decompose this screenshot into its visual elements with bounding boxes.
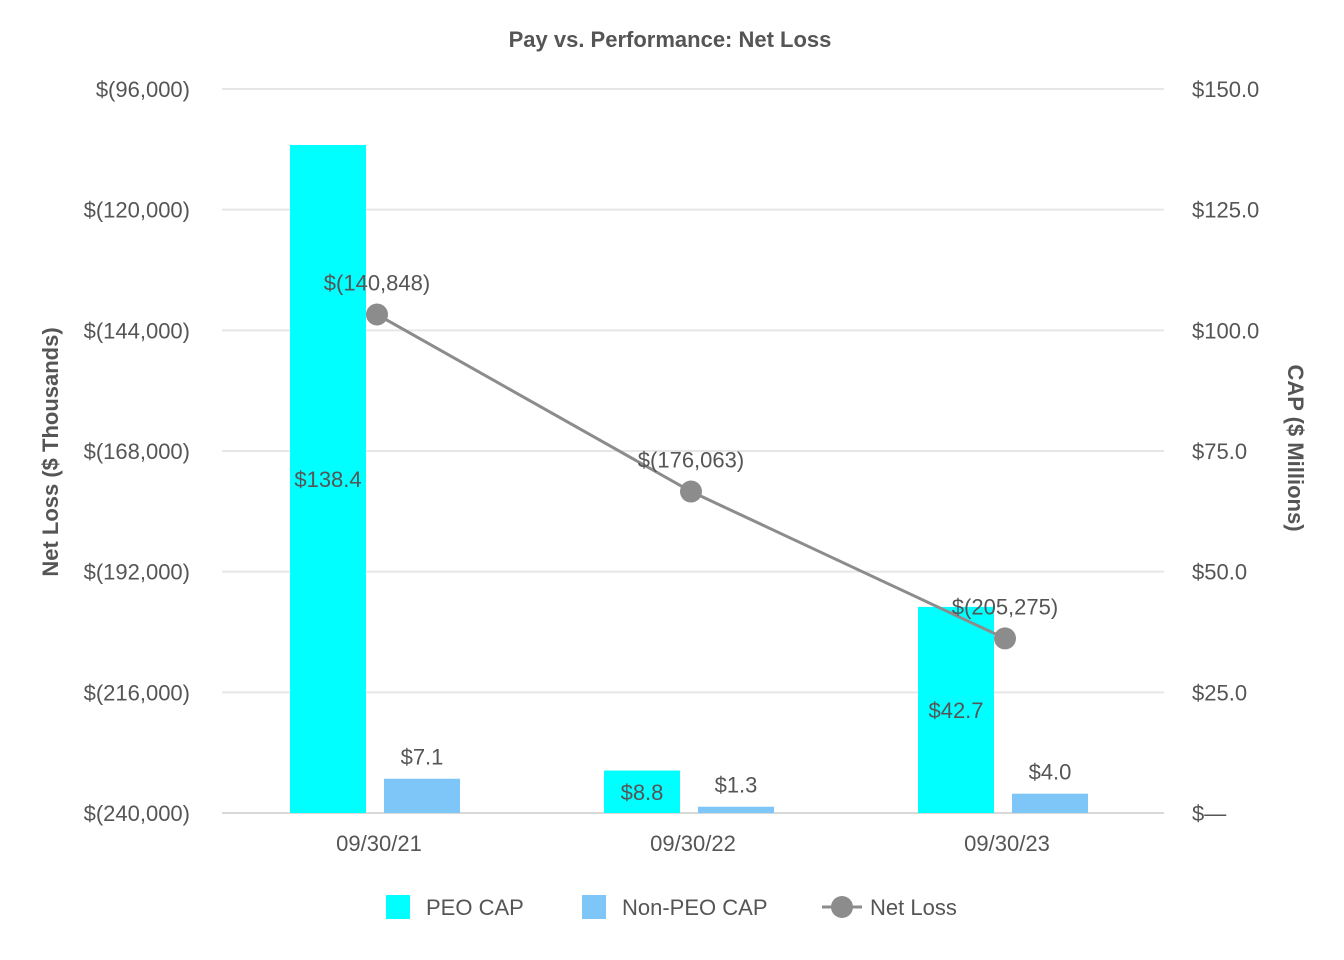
chart-title: Pay vs. Performance: Net Loss	[509, 27, 832, 52]
right-tick-label: $125.0	[1192, 198, 1259, 223]
gridlines	[222, 88, 1164, 814]
net-loss-value-label: $(205,275)	[952, 594, 1058, 619]
net-loss-point	[366, 303, 388, 326]
right-axis-ticks: $150.0 $125.0 $100.0 $75.0 $50.0 $25.0 $—	[1192, 77, 1259, 826]
left-tick-label: $(192,000)	[84, 560, 190, 585]
left-tick-label: $(96,000)	[96, 77, 190, 102]
net-loss-value-label: $(140,848)	[324, 270, 430, 295]
left-tick-label: $(240,000)	[84, 801, 190, 826]
peo-cap-value-label: $138.4	[294, 467, 361, 492]
left-axis-title: Net Loss ($ Thousands)	[38, 327, 63, 576]
left-tick-label: $(144,000)	[84, 318, 190, 343]
peo-cap-bar	[918, 606, 994, 813]
legend-peo-cap-label: PEO CAP	[426, 895, 524, 920]
net-loss-point	[680, 480, 702, 503]
peo-cap-bar	[290, 144, 366, 814]
legend-net-loss-label: Net Loss	[870, 895, 957, 920]
legend-peo-cap-swatch	[386, 895, 410, 919]
right-tick-label: $100.0	[1192, 318, 1259, 343]
net-loss-point	[994, 627, 1016, 650]
net-loss-value-label: $(176,063)	[638, 448, 744, 473]
line-series: $(140,848) $(176,063) $(205,275)	[324, 270, 1058, 650]
non-peo-cap-bar	[1012, 793, 1088, 813]
right-tick-label: $25.0	[1192, 680, 1247, 705]
left-tick-label: $(168,000)	[84, 439, 190, 464]
peo-cap-bar	[604, 770, 680, 813]
legend-net-loss-marker	[831, 896, 853, 918]
non-peo-cap-value-label: $7.1	[401, 745, 444, 770]
x-axis-ticks: 09/30/21 09/30/22 09/30/23	[336, 831, 1050, 856]
non-peo-cap-value-label: $1.3	[715, 773, 758, 798]
left-axis-ticks: $(96,000) $(120,000) $(144,000) $(168,000) $…	[84, 77, 190, 826]
right-axis-title: CAP ($ Millions)	[1283, 364, 1308, 531]
x-tick-label: 09/30/22	[650, 831, 736, 856]
x-tick-label: 09/30/21	[336, 831, 422, 856]
right-tick-label: $75.0	[1192, 439, 1247, 464]
legend-non-peo-cap-label: Non-PEO CAP	[622, 895, 768, 920]
non-peo-cap-value-label: $4.0	[1029, 760, 1072, 785]
right-tick-label: $50.0	[1192, 560, 1247, 585]
net-loss-line	[376, 313, 1006, 640]
peo-cap-value-label: $42.7	[928, 698, 983, 723]
left-tick-label: $(216,000)	[84, 680, 190, 705]
x-tick-label: 09/30/23	[964, 831, 1050, 856]
bar-series: $138.4 $7.1 $8.8 $1.3 $42.7 $4.0	[290, 144, 1088, 814]
legend: PEO CAP Non-PEO CAP Net Loss	[386, 895, 957, 920]
right-tick-label: $150.0	[1192, 77, 1259, 102]
peo-cap-value-label: $8.8	[621, 780, 664, 805]
legend-non-peo-cap-swatch	[582, 895, 606, 919]
right-tick-label: $—	[1192, 801, 1226, 826]
non-peo-cap-bar	[384, 778, 460, 813]
left-tick-label: $(120,000)	[84, 198, 190, 223]
non-peo-cap-bar	[698, 806, 774, 813]
